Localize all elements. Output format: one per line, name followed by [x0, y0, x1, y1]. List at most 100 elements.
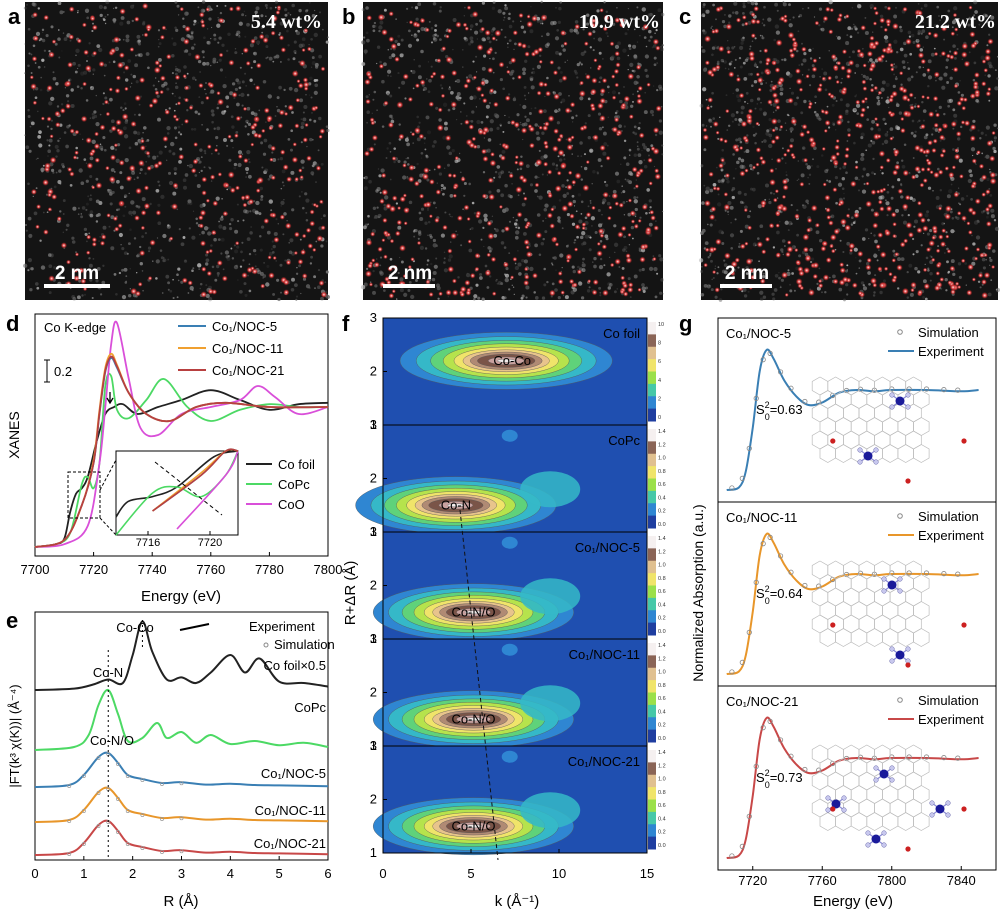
single-atom-marker — [704, 247, 710, 253]
single-atom-marker — [309, 220, 316, 227]
texture-speck — [298, 195, 301, 198]
texture-speck — [377, 216, 380, 219]
texture-speck — [984, 133, 988, 137]
texture-speck — [954, 215, 958, 219]
single-atom-marker — [879, 251, 887, 259]
texture-speck — [210, 152, 213, 155]
single-atom-marker — [212, 200, 219, 207]
texture-speck — [708, 118, 712, 122]
texture-speck — [390, 117, 394, 120]
texture-speck — [128, 210, 133, 215]
x-axis-label: k (Å⁻¹) — [495, 893, 540, 910]
texture-speck — [950, 183, 953, 186]
texture-speck — [66, 100, 70, 103]
texture-speck — [727, 200, 732, 206]
texture-speck — [837, 182, 843, 187]
single-atom-marker — [270, 175, 276, 181]
texture-speck — [93, 114, 98, 119]
texture-speck — [853, 141, 856, 145]
texture-speck — [638, 247, 641, 250]
texture-speck — [408, 29, 411, 33]
texture-speck — [562, 294, 565, 297]
texture-speck — [636, 147, 640, 151]
wavelet-row: 1.41.21.00.80.60.40.20.0Co₁/NOC-21Co-N/O… — [370, 738, 666, 860]
texture-speck — [754, 141, 757, 145]
texture-speck — [582, 257, 585, 261]
single-atom-marker — [916, 104, 921, 109]
texture-speck — [69, 184, 73, 187]
single-atom-marker — [755, 147, 762, 153]
texture-speck — [157, 80, 160, 83]
y-tick-label: 3 — [370, 417, 377, 432]
single-atom-marker — [885, 18, 892, 25]
texture-speck — [703, 184, 706, 187]
texture-speck — [641, 149, 643, 152]
texture-speck — [653, 165, 656, 168]
single-atom-marker — [605, 155, 611, 161]
single-atom-marker — [134, 215, 140, 221]
texture-speck — [320, 217, 323, 220]
texture-speck — [459, 96, 462, 100]
single-atom-marker — [118, 159, 125, 166]
texture-speck — [632, 44, 637, 49]
texture-speck — [176, 296, 179, 299]
texture-speck — [96, 267, 101, 271]
texture-speck — [155, 277, 158, 280]
single-atom-marker — [888, 271, 893, 277]
single-atom-marker — [82, 81, 87, 87]
single-atom-marker — [627, 73, 635, 80]
single-atom-marker — [523, 196, 528, 201]
texture-speck — [732, 92, 734, 95]
texture-speck — [853, 25, 857, 29]
single-atom-marker — [561, 204, 569, 212]
texture-speck — [654, 133, 658, 137]
single-atom-marker — [585, 74, 591, 80]
texture-speck — [278, 33, 281, 36]
texture-speck — [371, 112, 373, 114]
single-atom-marker — [801, 123, 808, 130]
texture-speck — [581, 268, 586, 273]
texture-speck — [920, 32, 923, 35]
texture-speck — [418, 232, 422, 236]
texture-speck — [866, 106, 870, 109]
texture-speck — [173, 167, 178, 171]
single-atom-marker — [99, 240, 106, 246]
texture-speck — [299, 238, 302, 241]
texture-speck — [158, 184, 161, 187]
single-atom-marker — [820, 109, 825, 114]
single-atom-marker — [272, 255, 277, 261]
texture-speck — [622, 236, 626, 239]
texture-speck — [502, 11, 506, 15]
single-atom-marker — [318, 280, 325, 287]
texture-speck — [23, 6, 27, 10]
texture-speck — [37, 110, 39, 113]
texture-speck — [111, 190, 115, 194]
single-atom-marker — [209, 174, 216, 180]
texture-speck — [175, 28, 179, 32]
texture-speck — [534, 243, 538, 248]
texture-speck — [912, 157, 915, 159]
texture-speck — [500, 193, 505, 198]
texture-speck — [732, 275, 735, 279]
panel-letter-b: b — [342, 4, 355, 29]
texture-speck — [984, 74, 986, 76]
texture-speck — [579, 96, 584, 101]
single-atom-marker — [171, 203, 179, 211]
texture-speck — [958, 202, 960, 205]
single-atom-marker — [482, 155, 489, 162]
single-atom-marker — [636, 98, 643, 105]
single-atom-marker — [655, 45, 661, 51]
texture-speck — [551, 263, 554, 266]
texture-speck — [491, 6, 496, 10]
texture-speck — [134, 54, 138, 57]
texture-speck — [85, 179, 89, 183]
single-atom-marker — [134, 16, 140, 22]
texture-speck — [276, 106, 278, 108]
texture-speck — [38, 130, 42, 134]
texture-speck — [240, 250, 243, 254]
texture-speck — [234, 229, 239, 234]
texture-speck — [378, 25, 383, 30]
texture-speck — [186, 34, 190, 38]
texture-speck — [872, 157, 875, 161]
texture-speck — [605, 183, 609, 187]
